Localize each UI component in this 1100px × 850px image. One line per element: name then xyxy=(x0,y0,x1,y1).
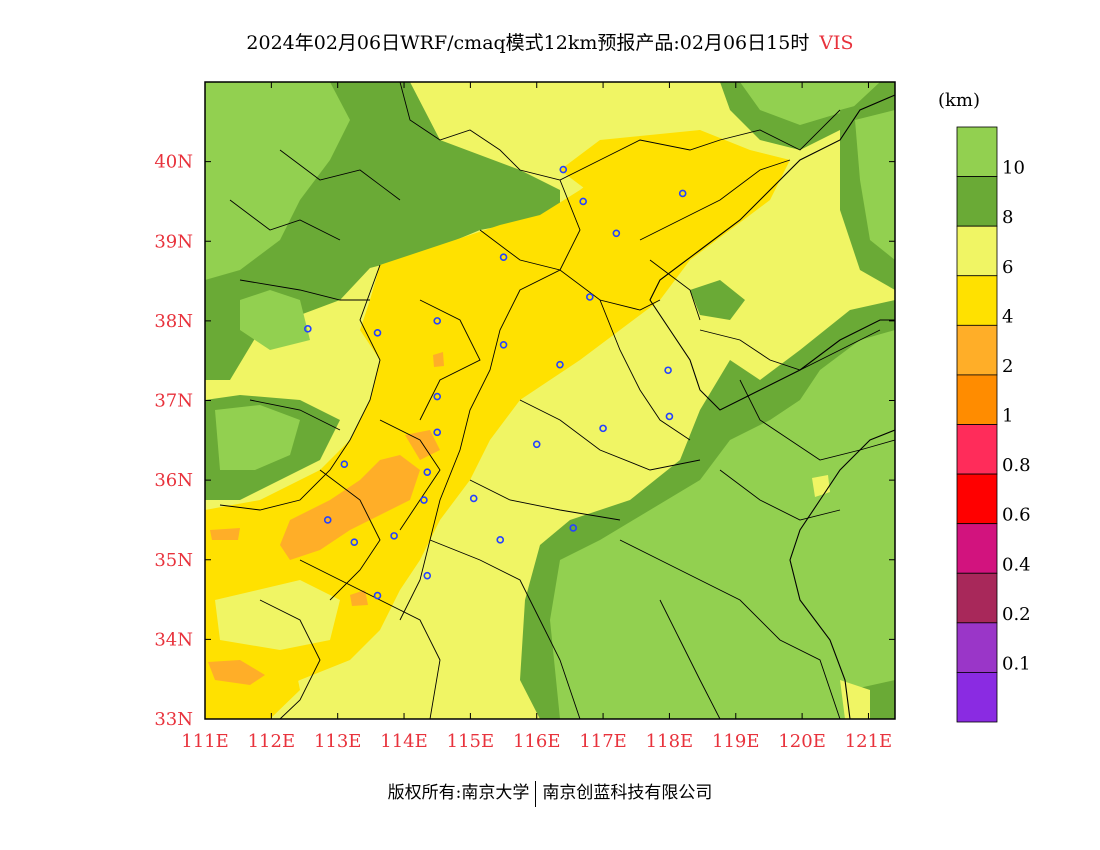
lon-tick-label: 118E xyxy=(646,731,694,752)
legend-swatch xyxy=(956,672,998,723)
legend-label: 0.1 xyxy=(1002,653,1031,674)
city-marker xyxy=(579,197,587,206)
city-marker xyxy=(469,494,478,503)
city-marker xyxy=(678,189,687,198)
legend-swatch xyxy=(956,324,998,376)
city-marker xyxy=(433,392,442,401)
visibility-field xyxy=(205,82,895,719)
lat-tick-label: 40N xyxy=(154,152,193,173)
city-marker xyxy=(323,516,332,524)
city-marker xyxy=(390,532,398,540)
legend-label: 2 xyxy=(1002,356,1013,377)
lat-tick-label: 36N xyxy=(154,470,193,491)
lon-tick-label: 116E xyxy=(513,731,561,752)
city-marker xyxy=(340,460,349,469)
legend-label: 6 xyxy=(1002,257,1013,278)
city-marker xyxy=(559,165,568,174)
lon-tick-label: 111E xyxy=(181,731,229,752)
title-text: 2024年02月06日WRF/cmaq模式12km预报产品:02月06日15时 xyxy=(246,32,810,54)
lon-tick-label: 113E xyxy=(314,731,362,752)
footer: 版权所有:南京大学 南京创蓝科技有限公司 xyxy=(0,778,1100,807)
copyright-text: 版权所有:南京大学 xyxy=(387,783,530,803)
legend-label: 0.6 xyxy=(1002,505,1031,526)
city-marker xyxy=(496,536,505,544)
city-marker xyxy=(499,340,508,349)
legend-unit: (km) xyxy=(938,90,981,111)
lon-tick-label: 112E xyxy=(248,731,296,752)
legend-label: 8 xyxy=(1002,207,1013,228)
legend-swatch xyxy=(956,523,998,574)
city-marker xyxy=(665,412,674,421)
lon-tick-label: 119E xyxy=(712,731,760,752)
lat-tick-label: 33N xyxy=(154,709,193,730)
city-marker xyxy=(350,538,359,547)
lat-tick-label: 34N xyxy=(154,629,193,650)
lon-tick-label: 121E xyxy=(845,731,893,752)
coastline xyxy=(649,94,895,719)
lon-axis: 111E 112E 113E 114E 115E 116E 117E 118E 119E 120E… xyxy=(181,82,892,752)
legend-label: 0.8 xyxy=(1002,455,1031,476)
lat-tick-label: 35N xyxy=(154,550,193,571)
city-marker xyxy=(612,229,621,238)
legend-swatch xyxy=(956,275,998,326)
legend-swatch xyxy=(956,424,998,475)
legend-swatch xyxy=(956,572,998,624)
city-marker xyxy=(304,325,312,333)
city-marker xyxy=(569,524,578,532)
city-marker xyxy=(433,317,442,325)
legend-swatch xyxy=(956,126,998,177)
variable-label: VIS xyxy=(819,32,854,54)
city-marker xyxy=(586,293,594,301)
legend-swatch xyxy=(956,374,998,425)
lat-tick-label: 37N xyxy=(154,391,193,412)
city-marker xyxy=(423,468,432,476)
legend-label: 1 xyxy=(1002,406,1013,427)
chart-title: 2024年02月06日WRF/cmaq模式12km预报产品:02月06日15时 V… xyxy=(0,28,1100,55)
lon-tick-label: 114E xyxy=(380,731,428,752)
legend-label: 4 xyxy=(1002,306,1013,327)
city-marker xyxy=(532,440,541,449)
footer-separator xyxy=(535,780,537,807)
legend-swatch xyxy=(956,473,998,525)
city-marker xyxy=(420,496,428,504)
legend-swatch xyxy=(956,225,998,277)
city-marker xyxy=(373,591,382,600)
legend-swatch xyxy=(956,622,998,673)
lat-tick-label: 39N xyxy=(154,231,193,252)
legend-label: 0.2 xyxy=(1002,604,1031,625)
city-markers xyxy=(304,165,687,600)
city-marker xyxy=(499,253,508,261)
lon-tick-label: 117E xyxy=(579,731,627,752)
city-marker xyxy=(373,329,382,337)
admin-boundaries xyxy=(219,82,895,719)
city-marker xyxy=(599,424,607,433)
legend-label: 0.4 xyxy=(1002,554,1031,575)
legend-label: 10 xyxy=(1002,158,1025,179)
legend-swatch xyxy=(956,176,998,227)
city-marker xyxy=(664,366,672,375)
lon-tick-label: 115E xyxy=(447,731,495,752)
company-text: 南京创蓝科技有限公司 xyxy=(542,783,713,803)
city-marker xyxy=(433,428,442,437)
color-legend: 10 8 6 4 2 1 0.8 0.6 0.4 0.2 0.1 xyxy=(956,126,1031,723)
city-marker xyxy=(556,360,564,369)
lon-tick-label: 120E xyxy=(778,731,826,752)
city-marker xyxy=(423,571,432,580)
lat-tick-label: 38N xyxy=(154,311,193,332)
lat-axis: 33N 34N 35N 36N 37N 38N 39N 40N xyxy=(154,152,895,730)
